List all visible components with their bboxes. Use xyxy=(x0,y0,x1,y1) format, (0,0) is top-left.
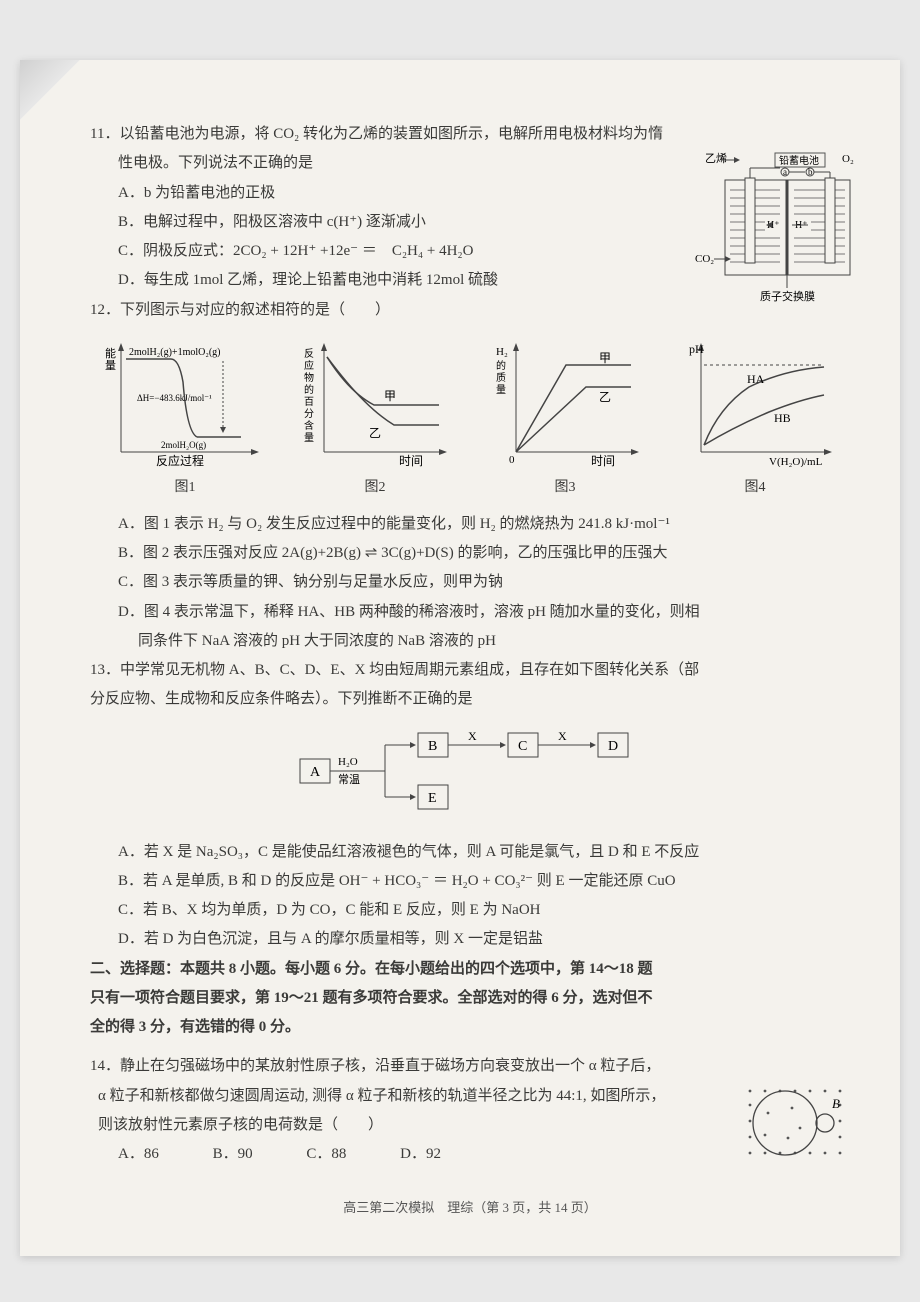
fig2-jia: 甲 xyxy=(384,389,396,403)
fig3-jia: 甲 xyxy=(599,351,611,365)
fig4: pH HA HB V(H₂O)/mL xyxy=(668,337,851,472)
q14-opt-c: C．88 xyxy=(306,1140,346,1169)
q11-number: 11． xyxy=(90,126,119,142)
label-membrane: 质子交换膜 xyxy=(760,289,815,303)
figcap-1: 图1 xyxy=(90,476,280,496)
svg-text:C: C xyxy=(518,739,527,754)
svg-text:的: 的 xyxy=(304,383,314,396)
q11-stem: 11．以铅蓄电池为电源，将 CO₂ 转化为乙烯的装置如图所示，电解所用电极材料均… xyxy=(90,120,850,149)
figcap-3: 图3 xyxy=(470,476,660,496)
fig2-yi: 乙 xyxy=(369,426,381,440)
label-ethylene: 乙烯 xyxy=(705,152,727,165)
q13-stem-1: 13．中学常见无机物 A、B、C、D、E、X 均由短周期元素组成，且存在如下图转… xyxy=(90,656,850,685)
fig1-bottom: 2molH₂O(g) xyxy=(161,440,206,450)
q12-opt-d1: D．图 4 表示常温下，稀释 HA、HB 两种酸的稀溶液时，溶液 pH 随加水量… xyxy=(90,598,850,627)
q14-diagram: B xyxy=(740,1083,850,1173)
q14-b-label: B xyxy=(832,1096,840,1111)
fig1-top: 2molH₂(g)+1molO₂(g) xyxy=(129,347,221,358)
fig3-x: 时间 xyxy=(591,454,615,467)
fig3-yi: 乙 xyxy=(599,390,611,404)
svg-text:量: 量 xyxy=(496,384,506,396)
q12-opt-d2: 同条件下 NaA 溶液的 pH 大于同浓度的 NaB 溶液的 pH xyxy=(90,627,850,656)
q12-figures: 能 量 2molH₂(g)+1molO₂(g) ΔH=−483.6kJ/mol⁻… xyxy=(90,337,850,472)
q13-opt-d: D．若 D 为白色沉淀，且与 A 的摩尔质量相等，则 X 一定是铝盐 xyxy=(90,925,850,954)
fig3: H₂ 的质 量 甲 乙 0 时间 xyxy=(475,337,658,472)
question-11: 11．以铅蓄电池为电源，将 CO₂ 转化为乙烯的装置如图所示，电解所用电极材料均… xyxy=(90,120,850,296)
q12-opt-b: B．图 2 表示压强对反应 2A(g)+2B(g) ⇌ 3C(g)+D(S) 的… xyxy=(90,539,850,568)
label-battery: 铅蓄电池 xyxy=(779,154,819,167)
question-14: 14．静止在匀强磁场中的某放射性原子核，沿垂直于磁场方向衰变放出一个 α 粒子后… xyxy=(90,1052,850,1169)
page-footer: 高三第二次模拟 理综（第 3 页，共 14 页） xyxy=(90,1197,850,1216)
q12-opt-c: C．图 3 表示等质量的钾、钠分别与足量水反应，则甲为钠 xyxy=(90,568,850,597)
svg-text:分: 分 xyxy=(304,408,314,420)
svg-text:X: X xyxy=(468,729,477,743)
svg-text:B: B xyxy=(428,739,437,754)
q14-stem-2: α 粒子和新核都做匀速圆周运动, 测得 α 粒子和新核的轨道半径之比为 44:1… xyxy=(90,1082,850,1111)
svg-text:反: 反 xyxy=(304,348,314,360)
svg-text:的: 的 xyxy=(496,359,506,372)
fig-captions: 图1 图2 图3 图4 xyxy=(90,476,850,496)
figcap-2: 图2 xyxy=(280,476,470,496)
q14-stem-3: 则该放射性元素原子核的电荷数是（ ） xyxy=(90,1111,850,1140)
section2-l3: 全的得 3 分，有选错的得 0 分。 xyxy=(90,1013,850,1042)
q14-opt-d: D．92 xyxy=(400,1140,441,1169)
fig4-hb: HB xyxy=(774,411,791,425)
q14-stem-1: 14．静止在匀强磁场中的某放射性原子核，沿垂直于磁场方向衰变放出一个 α 粒子后… xyxy=(90,1052,850,1081)
svg-text:A: A xyxy=(310,765,321,780)
q13-opt-a: A．若 X 是 Na₂SO₃，C 是能使品红溶液褪色的气体，则 A 可能是氯气，… xyxy=(90,838,850,867)
figcap-4: 图4 xyxy=(660,476,850,496)
svg-text:E: E xyxy=(428,791,437,806)
q14-options: A．86 B．90 C．88 D．92 xyxy=(90,1140,850,1169)
label-h2o: H₂O xyxy=(338,756,358,768)
q13-opt-b: B．若 A 是单质, B 和 D 的反应是 OH⁻ + HCO₃⁻ ＝ H₂O … xyxy=(90,867,850,896)
terminal-b: b xyxy=(808,167,813,177)
q13-opt-c: C．若 B、X 均为单质，D 为 CO，C 能和 E 反应，则 E 为 NaOH xyxy=(90,896,850,925)
fig2: 反应 物的 百分 含量 甲 乙 时间 xyxy=(283,337,466,472)
fig4-x: V(H₂O)/mL xyxy=(769,456,823,467)
section2-l1: 二、选择题：本题共 8 小题。每小题 6 分。在每小题给出的四个选项中，第 14… xyxy=(90,955,850,984)
q14-opt-b: B．90 xyxy=(213,1140,253,1169)
fig1-y: 能 xyxy=(105,346,116,360)
q11-stem-1: 以铅蓄电池为电源，将 CO₂ 转化为乙烯的装置如图所示，电解所用电极材料均为惰 xyxy=(119,126,663,142)
svg-text:X: X xyxy=(558,729,567,743)
terminal-a: a xyxy=(783,167,787,177)
section2-l2: 只有一项符合题目要求，第 19～21 题有多项符合要求。全部选对的得 6 分，选… xyxy=(90,984,850,1013)
svg-text:应: 应 xyxy=(304,359,314,372)
svg-text:含: 含 xyxy=(304,419,314,432)
fig4-ha: HA xyxy=(747,372,765,386)
q11-diagram: 乙烯 铅蓄电池 O₂ a b xyxy=(690,150,860,313)
svg-text:D: D xyxy=(608,739,618,754)
svg-text:量: 量 xyxy=(304,432,314,444)
fig1-dh: ΔH=−483.6kJ/mol⁻¹ xyxy=(137,393,212,403)
svg-text:量: 量 xyxy=(105,359,116,372)
q13-diagram: A H₂O 常温 B X C X D xyxy=(90,727,850,822)
label-cond: 常温 xyxy=(338,773,360,786)
fig3-origin: 0 xyxy=(509,454,515,466)
label-co2: CO₂ xyxy=(695,253,714,265)
exam-page: 11．以铅蓄电池为电源，将 CO₂ 转化为乙烯的装置如图所示，电解所用电极材料均… xyxy=(20,60,900,1256)
fig2-x: 时间 xyxy=(399,454,423,467)
label-o2: O₂ xyxy=(842,153,854,165)
svg-text:质: 质 xyxy=(496,372,506,384)
fig4-y: pH xyxy=(689,342,704,356)
fig1: 能 量 2molH₂(g)+1molO₂(g) ΔH=−483.6kJ/mol⁻… xyxy=(90,337,273,472)
fig1-x: 反应过程 xyxy=(156,453,204,467)
svg-text:H₂: H₂ xyxy=(496,346,508,358)
q12-opt-a: A．图 1 表示 H₂ 与 O₂ 发生反应过程中的能量变化，则 H₂ 的燃烧热为… xyxy=(90,510,850,539)
svg-text:百: 百 xyxy=(304,396,314,408)
q14-opt-a: A．86 xyxy=(118,1140,159,1169)
q13-stem-2: 分反应物、生成物和反应条件略去）。下列推断不正确的是 xyxy=(90,685,850,714)
svg-text:物: 物 xyxy=(304,371,314,384)
